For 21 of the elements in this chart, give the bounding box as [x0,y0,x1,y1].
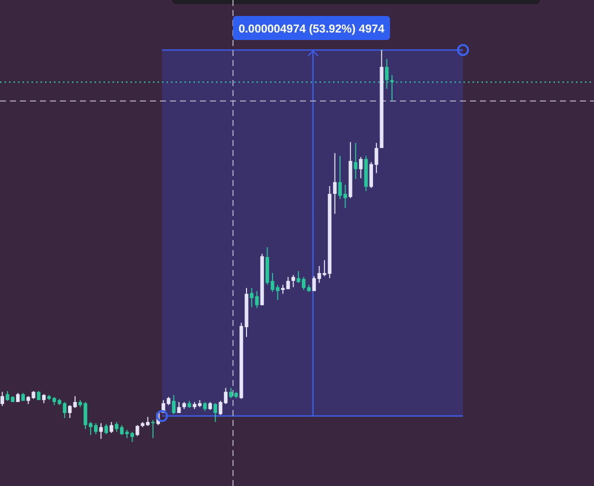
text: 0.000004974 (53.92%) 4974 [238,24,385,36]
candlestick [214,402,218,423]
candlestick [229,387,233,399]
candlestick [177,402,181,414]
candlestick [203,402,207,412]
candlestick [286,276,290,290]
candlestick [42,394,46,404]
candlestick [104,423,108,435]
candlestick [333,152,337,214]
candlestick [359,156,363,179]
candlestick [110,422,114,434]
candlestick [172,394,176,415]
candlestick [291,274,296,288]
candlestick [162,400,166,414]
candlestick [136,424,140,437]
candlestick [99,422,103,440]
candlestick [156,411,160,426]
candlestick [281,284,285,294]
candlestick [354,142,358,180]
candlestick [151,420,155,439]
candlestick [0,391,4,406]
